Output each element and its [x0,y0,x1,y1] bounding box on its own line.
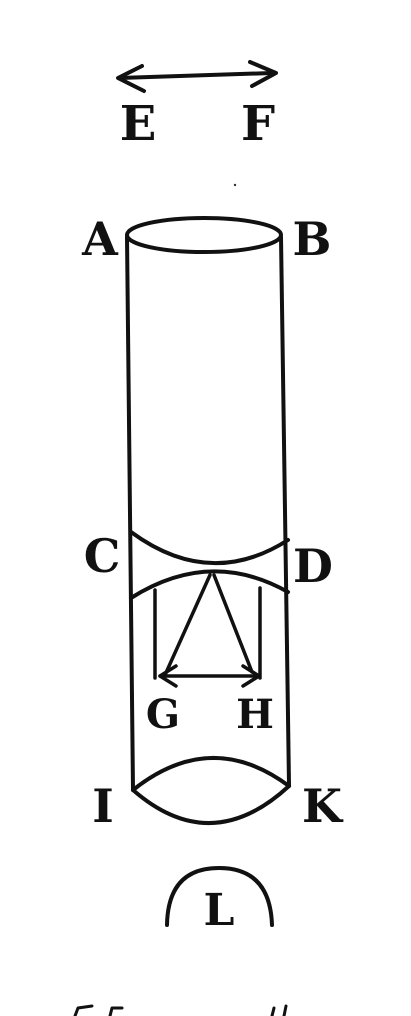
arrow-g-head [158,664,178,688]
label-e: E [120,96,157,152]
label-i: I [92,779,114,833]
label-b: B [293,212,332,266]
ink-speck [233,183,237,187]
lens-cd-convex [129,569,290,600]
label-l: L [204,885,235,936]
ray-left [163,573,212,677]
label-d: D [293,539,333,593]
ray-right [212,573,254,674]
tube-right-side [279,235,291,787]
eye-l: L [165,866,274,936]
lens-ab-top [125,216,283,254]
label-g: G [146,691,180,738]
arrow-ef [116,60,278,93]
arrow-h-head [241,664,261,688]
tube-left-side [125,235,135,792]
label-k: K [302,779,344,833]
label-h: H [236,691,274,738]
lens-ik-bottom [131,784,291,825]
lens-cd-concave [129,530,290,566]
label-c: C [84,529,121,583]
label-f: F [241,96,275,152]
cropped-text-fragments [73,1004,288,1016]
cylinder-tube [125,216,291,825]
lens-ik-top [131,756,291,792]
label-a: A [81,212,119,266]
image-construction [153,573,262,688]
eye-l-arc [165,866,274,927]
